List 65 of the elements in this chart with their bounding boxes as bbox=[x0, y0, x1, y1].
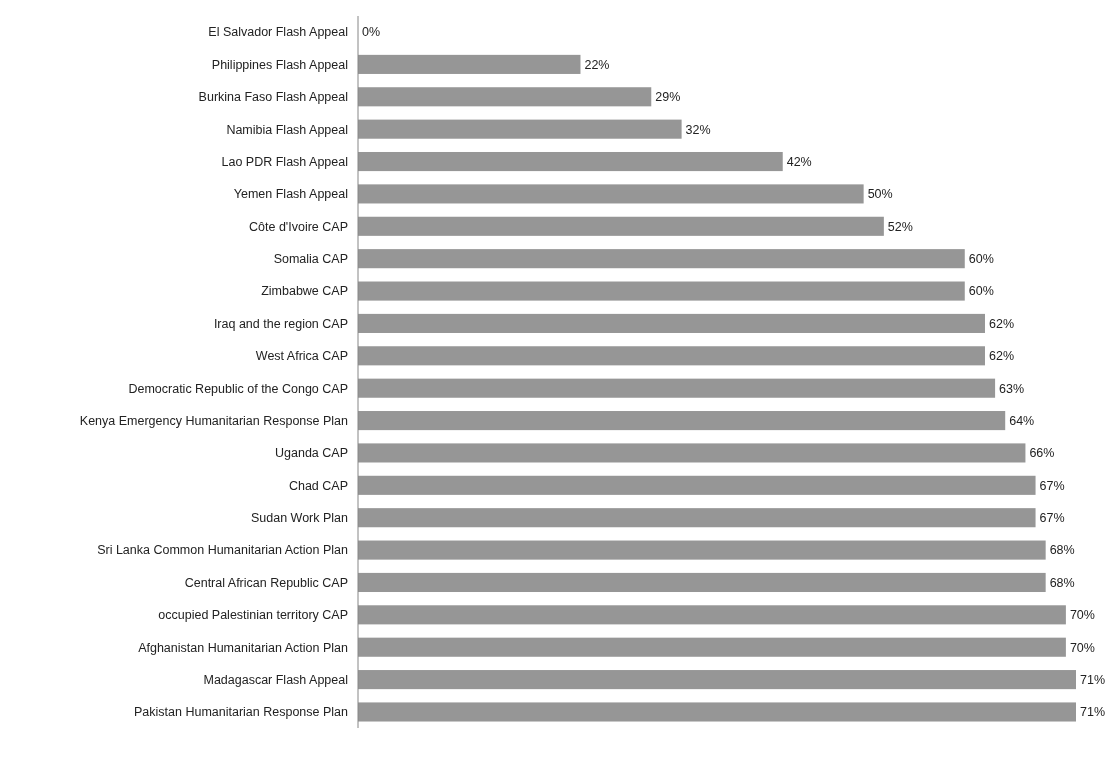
y-tick-label: Democratic Republic of the Congo CAP bbox=[128, 381, 348, 396]
bar bbox=[358, 119, 682, 139]
y-tick-label: Somalia CAP bbox=[273, 252, 348, 267]
bar bbox=[358, 637, 1066, 657]
y-tick-label: Pakistan Humanitarian Response Plan bbox=[133, 705, 349, 720]
data-label: 0% bbox=[362, 25, 381, 40]
data-label: 50% bbox=[867, 187, 893, 202]
y-tick-label: Namibia Flash Appeal bbox=[226, 122, 348, 137]
data-label: 52% bbox=[887, 219, 913, 234]
y-tick-label: Yemen Flash Appeal bbox=[233, 187, 348, 202]
data-label: 71% bbox=[1080, 705, 1106, 720]
bar bbox=[358, 702, 1076, 722]
y-tick-label: West Africa CAP bbox=[255, 349, 348, 364]
y-tick-label: Sri Lanka Common Humanitarian Action Plan bbox=[97, 543, 349, 558]
y-tick-label: Sudan Work Plan bbox=[250, 511, 349, 526]
y-tick-label: Philippines Flash Appeal bbox=[211, 57, 348, 72]
bar bbox=[358, 216, 884, 236]
bar bbox=[358, 475, 1036, 495]
data-label: 67% bbox=[1039, 478, 1065, 493]
y-tick-label: Kenya Emergency Humanitarian Response Plan bbox=[79, 413, 349, 428]
data-label: 62% bbox=[988, 316, 1015, 331]
y-tick-label: Central African Republic CAP bbox=[184, 575, 348, 590]
bar bbox=[358, 184, 864, 204]
y-tick-label: Uganda CAP bbox=[275, 446, 348, 461]
bar bbox=[358, 151, 783, 172]
bar bbox=[358, 411, 1006, 431]
bar bbox=[358, 281, 965, 301]
data-label: 60% bbox=[968, 284, 994, 299]
data-label: 60% bbox=[968, 252, 994, 267]
bar bbox=[358, 249, 965, 269]
bar bbox=[358, 346, 985, 366]
data-label: 62% bbox=[988, 349, 1015, 364]
y-tick-label: occupied Palestinian territory CAP bbox=[158, 608, 348, 623]
y-tick-label: Côte d'Ivoire CAP bbox=[249, 219, 348, 234]
data-label: 22% bbox=[584, 57, 610, 72]
data-label: 32% bbox=[685, 122, 711, 137]
bar bbox=[358, 540, 1046, 560]
bar bbox=[358, 605, 1066, 625]
y-tick-label: Chad CAP bbox=[288, 478, 348, 493]
data-label: 68% bbox=[1049, 575, 1075, 590]
y-tick-label: Madagascar Flash Appeal bbox=[203, 672, 348, 687]
bar bbox=[358, 572, 1046, 593]
bar bbox=[358, 313, 985, 333]
bar bbox=[358, 378, 996, 398]
bar bbox=[358, 87, 652, 107]
y-tick-label: Zimbabwe CAP bbox=[261, 284, 348, 299]
bar bbox=[358, 443, 1026, 463]
data-label: 71% bbox=[1080, 672, 1106, 687]
data-label: 42% bbox=[786, 154, 812, 169]
data-label: 64% bbox=[1009, 413, 1035, 428]
bar bbox=[358, 508, 1036, 528]
bar bbox=[358, 54, 581, 74]
y-tick-label: Burkina Faso Flash Appeal bbox=[198, 90, 348, 105]
y-tick-label: Lao PDR Flash Appeal bbox=[221, 154, 348, 169]
y-tick-label: Afghanistan Humanitarian Action Plan bbox=[138, 640, 349, 655]
data-label: 70% bbox=[1069, 640, 1095, 655]
data-label: 68% bbox=[1049, 543, 1075, 558]
data-label: 67% bbox=[1039, 511, 1065, 526]
data-label: 29% bbox=[655, 90, 681, 105]
y-tick-label: Iraq and the region CAP bbox=[213, 316, 348, 331]
y-tick-label: El Salvador Flash Appeal bbox=[208, 25, 348, 40]
bar bbox=[358, 670, 1076, 690]
data-label: 63% bbox=[999, 381, 1025, 396]
data-label: 66% bbox=[1029, 446, 1055, 461]
data-label: 70% bbox=[1069, 608, 1095, 623]
